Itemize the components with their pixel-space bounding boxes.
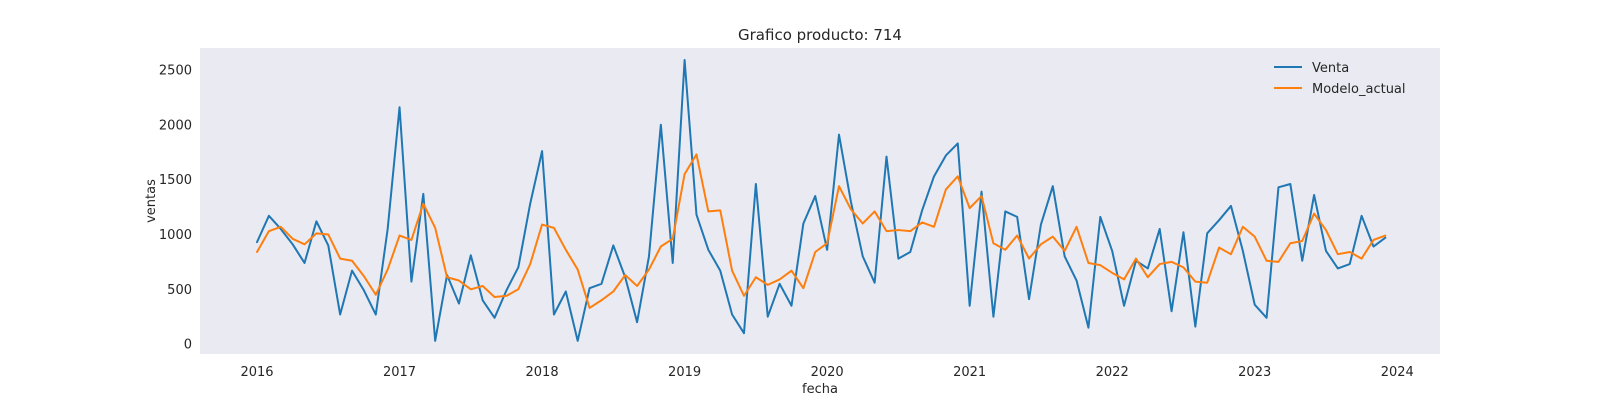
x-axis-ticks: 2016 2017 2018 2019 2020 2021 2022 2023 2024 bbox=[240, 365, 1413, 380]
x-axis-label: fecha bbox=[802, 382, 838, 397]
y-tick-label: 0 bbox=[184, 338, 192, 353]
y-tick-label: 2500 bbox=[159, 63, 192, 78]
chart-title: Grafico producto: 714 bbox=[738, 26, 902, 44]
y-axis-label: ventas bbox=[144, 179, 159, 223]
x-tick-label: 2020 bbox=[811, 365, 844, 380]
x-tick-label: 2017 bbox=[383, 365, 416, 380]
legend-label: Modelo_actual bbox=[1312, 82, 1406, 97]
legend: Venta Modelo_actual bbox=[1274, 61, 1406, 97]
x-tick-label: 2023 bbox=[1238, 365, 1271, 380]
series-layer bbox=[256, 59, 1387, 342]
x-tick-label: 2018 bbox=[526, 365, 559, 380]
y-tick-label: 1500 bbox=[159, 173, 192, 188]
x-tick-label: 2019 bbox=[668, 365, 701, 380]
x-tick-label: 2016 bbox=[240, 365, 273, 380]
legend-label: Venta bbox=[1312, 61, 1349, 76]
x-tick-label: 2022 bbox=[1096, 365, 1129, 380]
y-tick-label: 2000 bbox=[159, 118, 192, 133]
series-line-venta bbox=[256, 59, 1387, 342]
y-tick-label: 500 bbox=[167, 283, 192, 298]
x-tick-label: 2024 bbox=[1381, 365, 1414, 380]
series-line-modelo-actual bbox=[256, 153, 1387, 309]
y-axis-ticks: 0 500 1000 1500 2000 2500 bbox=[159, 63, 192, 352]
plot-area-background bbox=[200, 48, 1440, 354]
x-tick-label: 2021 bbox=[953, 365, 986, 380]
y-tick-label: 1000 bbox=[159, 228, 192, 243]
